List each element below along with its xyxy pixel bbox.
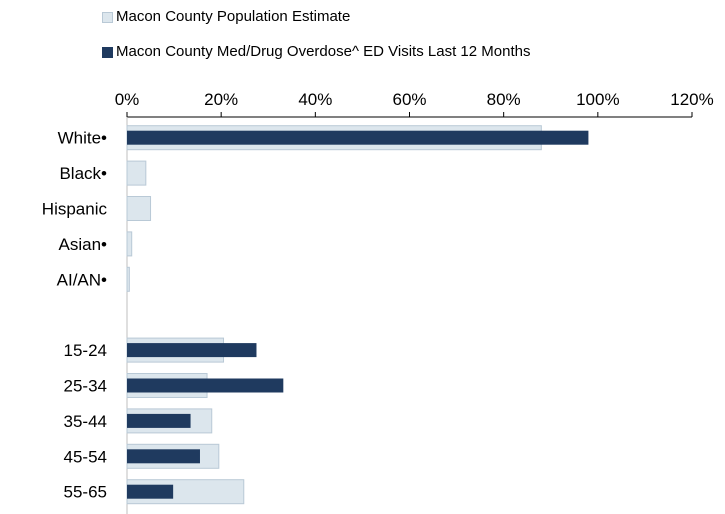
bar-overdose <box>127 413 191 428</box>
category-label: White• <box>58 129 107 148</box>
legend-label-population: Macon County Population Estimate <box>116 8 351 25</box>
x-tick-label: 0% <box>115 90 140 109</box>
category-label: Asian• <box>59 235 108 254</box>
category-label: AI/AN• <box>57 270 107 289</box>
bar-population <box>126 231 133 257</box>
bar-overdose <box>127 449 200 464</box>
bar-population <box>126 196 152 221</box>
legend-swatch-overdose <box>102 47 113 58</box>
x-tick-label: 20% <box>204 90 238 109</box>
category-label: 35-44 <box>64 412 107 431</box>
category-label: Black• <box>59 164 107 183</box>
bar-overdose <box>127 484 174 499</box>
x-tick-label: 60% <box>392 90 426 109</box>
bar-population <box>126 266 130 292</box>
legend-swatch-population <box>102 12 113 23</box>
category-label: Hispanic <box>42 200 108 219</box>
bar-overdose <box>127 343 257 358</box>
category-label: 15-24 <box>64 341 107 360</box>
bar-population <box>126 160 147 186</box>
legend-label-overdose: Macon County Med/Drug Overdose^ ED Visit… <box>116 43 531 60</box>
x-tick-label: 120% <box>670 90 713 109</box>
category-label: 25-34 <box>64 377 107 396</box>
bar-overdose <box>127 130 589 145</box>
x-tick-label: 80% <box>487 90 521 109</box>
bar-overdose <box>127 378 284 393</box>
category-label: 45-54 <box>64 447 107 466</box>
category-label: 55-65 <box>64 483 107 502</box>
x-tick-label: 40% <box>298 90 332 109</box>
x-tick-label: 100% <box>576 90 619 109</box>
